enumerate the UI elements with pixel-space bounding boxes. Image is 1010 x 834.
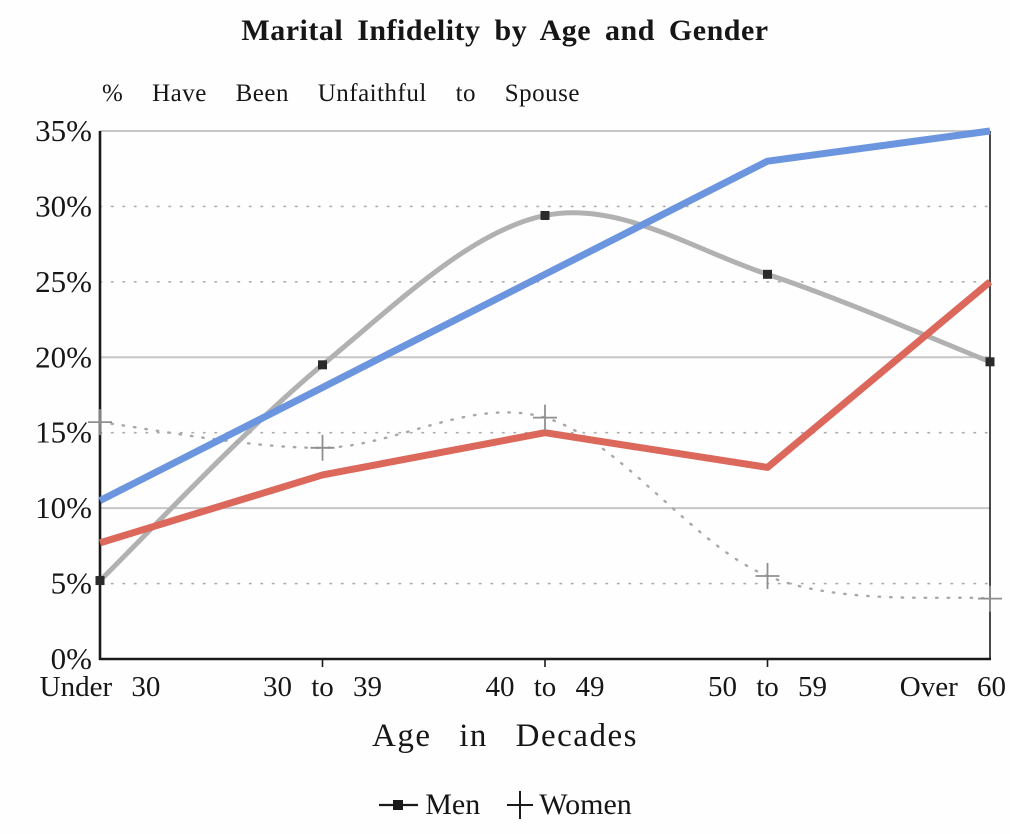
y-tick-label-20-: 20% bbox=[35, 339, 92, 374]
legend-item-men: Men bbox=[378, 788, 480, 822]
legend: Men Women bbox=[0, 788, 1010, 822]
marker-square-men-4 bbox=[985, 357, 995, 367]
women-plus-marker-icon bbox=[507, 791, 534, 819]
y-tick-label-30-: 30% bbox=[35, 188, 92, 223]
legend-men-label: Men bbox=[425, 788, 481, 821]
chart-title: Marital Infidelity by Age and Gender bbox=[241, 14, 769, 47]
series-line-men bbox=[98, 210, 991, 583]
marker-square-men-0 bbox=[95, 576, 105, 586]
legend-item-women: Women bbox=[506, 788, 632, 822]
x-tick-label-40-to-49: 40 to 49 bbox=[485, 671, 604, 703]
marker-square-men-1 bbox=[318, 360, 327, 370]
y-tick-label-35-: 35% bbox=[35, 113, 92, 148]
y-tick-label-10-: 10% bbox=[35, 490, 92, 525]
y-axis-caption: % Have Been Unfaithful to Spouse bbox=[102, 80, 581, 107]
series-line-blue-overlay-line bbox=[98, 127, 991, 504]
x-axis-title: Age in Decades bbox=[372, 718, 638, 754]
series-line-women bbox=[98, 411, 992, 600]
y-tick-label-5-: 5% bbox=[51, 566, 92, 601]
x-tick-label-50-to-59: 50 to 59 bbox=[708, 671, 827, 703]
y-tick-label-0-: 0% bbox=[51, 641, 92, 676]
x-tick-label-over-60: Over 60 bbox=[900, 671, 1006, 703]
men-line-square-marker-icon bbox=[379, 800, 419, 810]
series-line-red-overlay-line bbox=[98, 279, 993, 547]
legend-women-label: Women bbox=[539, 788, 632, 821]
x-tick-label-under-30: Under 30 bbox=[40, 671, 161, 703]
x-tick-label-30-to-39: 30 to 39 bbox=[263, 671, 382, 703]
marker-square-men-2 bbox=[540, 210, 550, 220]
marker-square-men-3 bbox=[763, 269, 772, 279]
y-tick-label-15-: 15% bbox=[35, 415, 92, 450]
y-tick-label-25-: 25% bbox=[35, 264, 92, 299]
